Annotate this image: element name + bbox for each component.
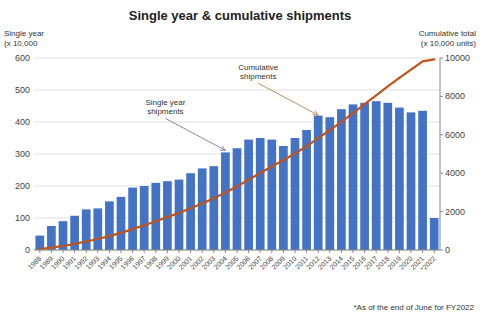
annotation-arrow [165,118,225,150]
x-tick [376,250,377,253]
bar [395,108,404,250]
x-tick [225,250,226,253]
y-tick-label: 0 [25,245,30,255]
x-tick [306,250,307,253]
x-tick [237,250,238,253]
bar [221,152,230,250]
x-tick [86,250,87,253]
x-tick [121,250,122,253]
x-tick [155,250,156,253]
x-tick [329,250,330,253]
y-tick-label: 200 [15,181,30,191]
plot-area [35,59,438,250]
x-tick [74,250,75,253]
x-tick [167,250,168,253]
x-tick [132,250,133,253]
y2-tick-label: 4000 [445,168,465,178]
x-tick [260,250,261,253]
x-tick [51,250,52,253]
bar [128,188,137,250]
bar [105,201,114,250]
y2-axis-label-line: (x 10,000 units) [421,39,476,48]
y-axis-label-line: (x 10,000 [4,39,38,48]
bar [117,197,126,250]
annotation-arrow [258,83,318,115]
y-tick-label: 400 [15,117,30,127]
bar [267,140,276,250]
y2-tick-label: 10000 [445,53,470,63]
x-tick [295,250,296,253]
chart: 0100200300400500600020004000600080001000… [0,0,480,316]
bar [140,186,149,250]
x-tick [213,250,214,253]
y2-tick-label: 2000 [445,207,465,217]
y-tick-label: 300 [15,149,30,159]
bar [198,168,207,250]
bar [256,138,265,250]
y-axis-label: Single year(x 10,000 [4,29,44,48]
bar [337,109,346,250]
annotation-line: Single year [145,98,185,107]
annotation: Cumulativeshipments [238,63,279,81]
annotation-line: Cumulative [238,63,279,72]
x-tick [283,250,284,253]
bar [82,209,91,250]
y-tick-label: 600 [15,53,30,63]
bar [407,112,416,250]
y2-tick-label: 6000 [445,130,465,140]
y2-tick-label: 8000 [445,91,465,101]
x-tick [387,250,388,253]
x-tick [202,250,203,253]
x-tick [248,250,249,253]
y2-axis-label: Cumulative total(x 10,000 units) [419,29,477,48]
title: Single year & cumulative shipments [129,8,352,23]
annotation-line: shipments [147,107,183,116]
bar [93,208,102,250]
annotation: Single yearshipments [145,98,185,116]
x-tick [109,250,110,253]
grid-line [34,58,440,59]
bar [151,183,160,250]
bar [372,101,381,250]
bar [430,218,439,250]
bar [209,166,218,250]
annotation-line: shipments [240,72,276,81]
x-tick [399,250,400,253]
x-tick [318,250,319,253]
y2-tick-label: 0 [445,245,450,255]
x-tick [39,250,40,253]
y2-axis [440,58,441,250]
bar [418,111,427,250]
bar [186,173,195,250]
x-tick-label: *2022 [419,255,437,273]
bar [349,104,358,250]
grid-line [34,90,440,91]
x-tick [341,250,342,253]
y-tick-label: 100 [15,213,30,223]
x-tick [144,250,145,253]
x-tick [411,250,412,253]
bar [360,103,369,250]
x-tick [190,250,191,253]
y-tick-label: 500 [15,85,30,95]
x-tick [364,250,365,253]
x-tick [271,250,272,253]
x-tick [63,250,64,253]
x-tick [434,250,435,253]
bar [383,103,392,250]
line [40,59,434,249]
x-tick [422,250,423,253]
y2-axis-label-line: Cumulative total [419,29,477,38]
bar [233,148,242,250]
y-axis-label-line: Single year [4,29,44,38]
x-tick [97,250,98,253]
bar [244,140,253,250]
bar [325,117,334,250]
x-tick [353,250,354,253]
x-tick [179,250,180,253]
footnote: *As of the end of June for FY2022 [353,303,474,312]
